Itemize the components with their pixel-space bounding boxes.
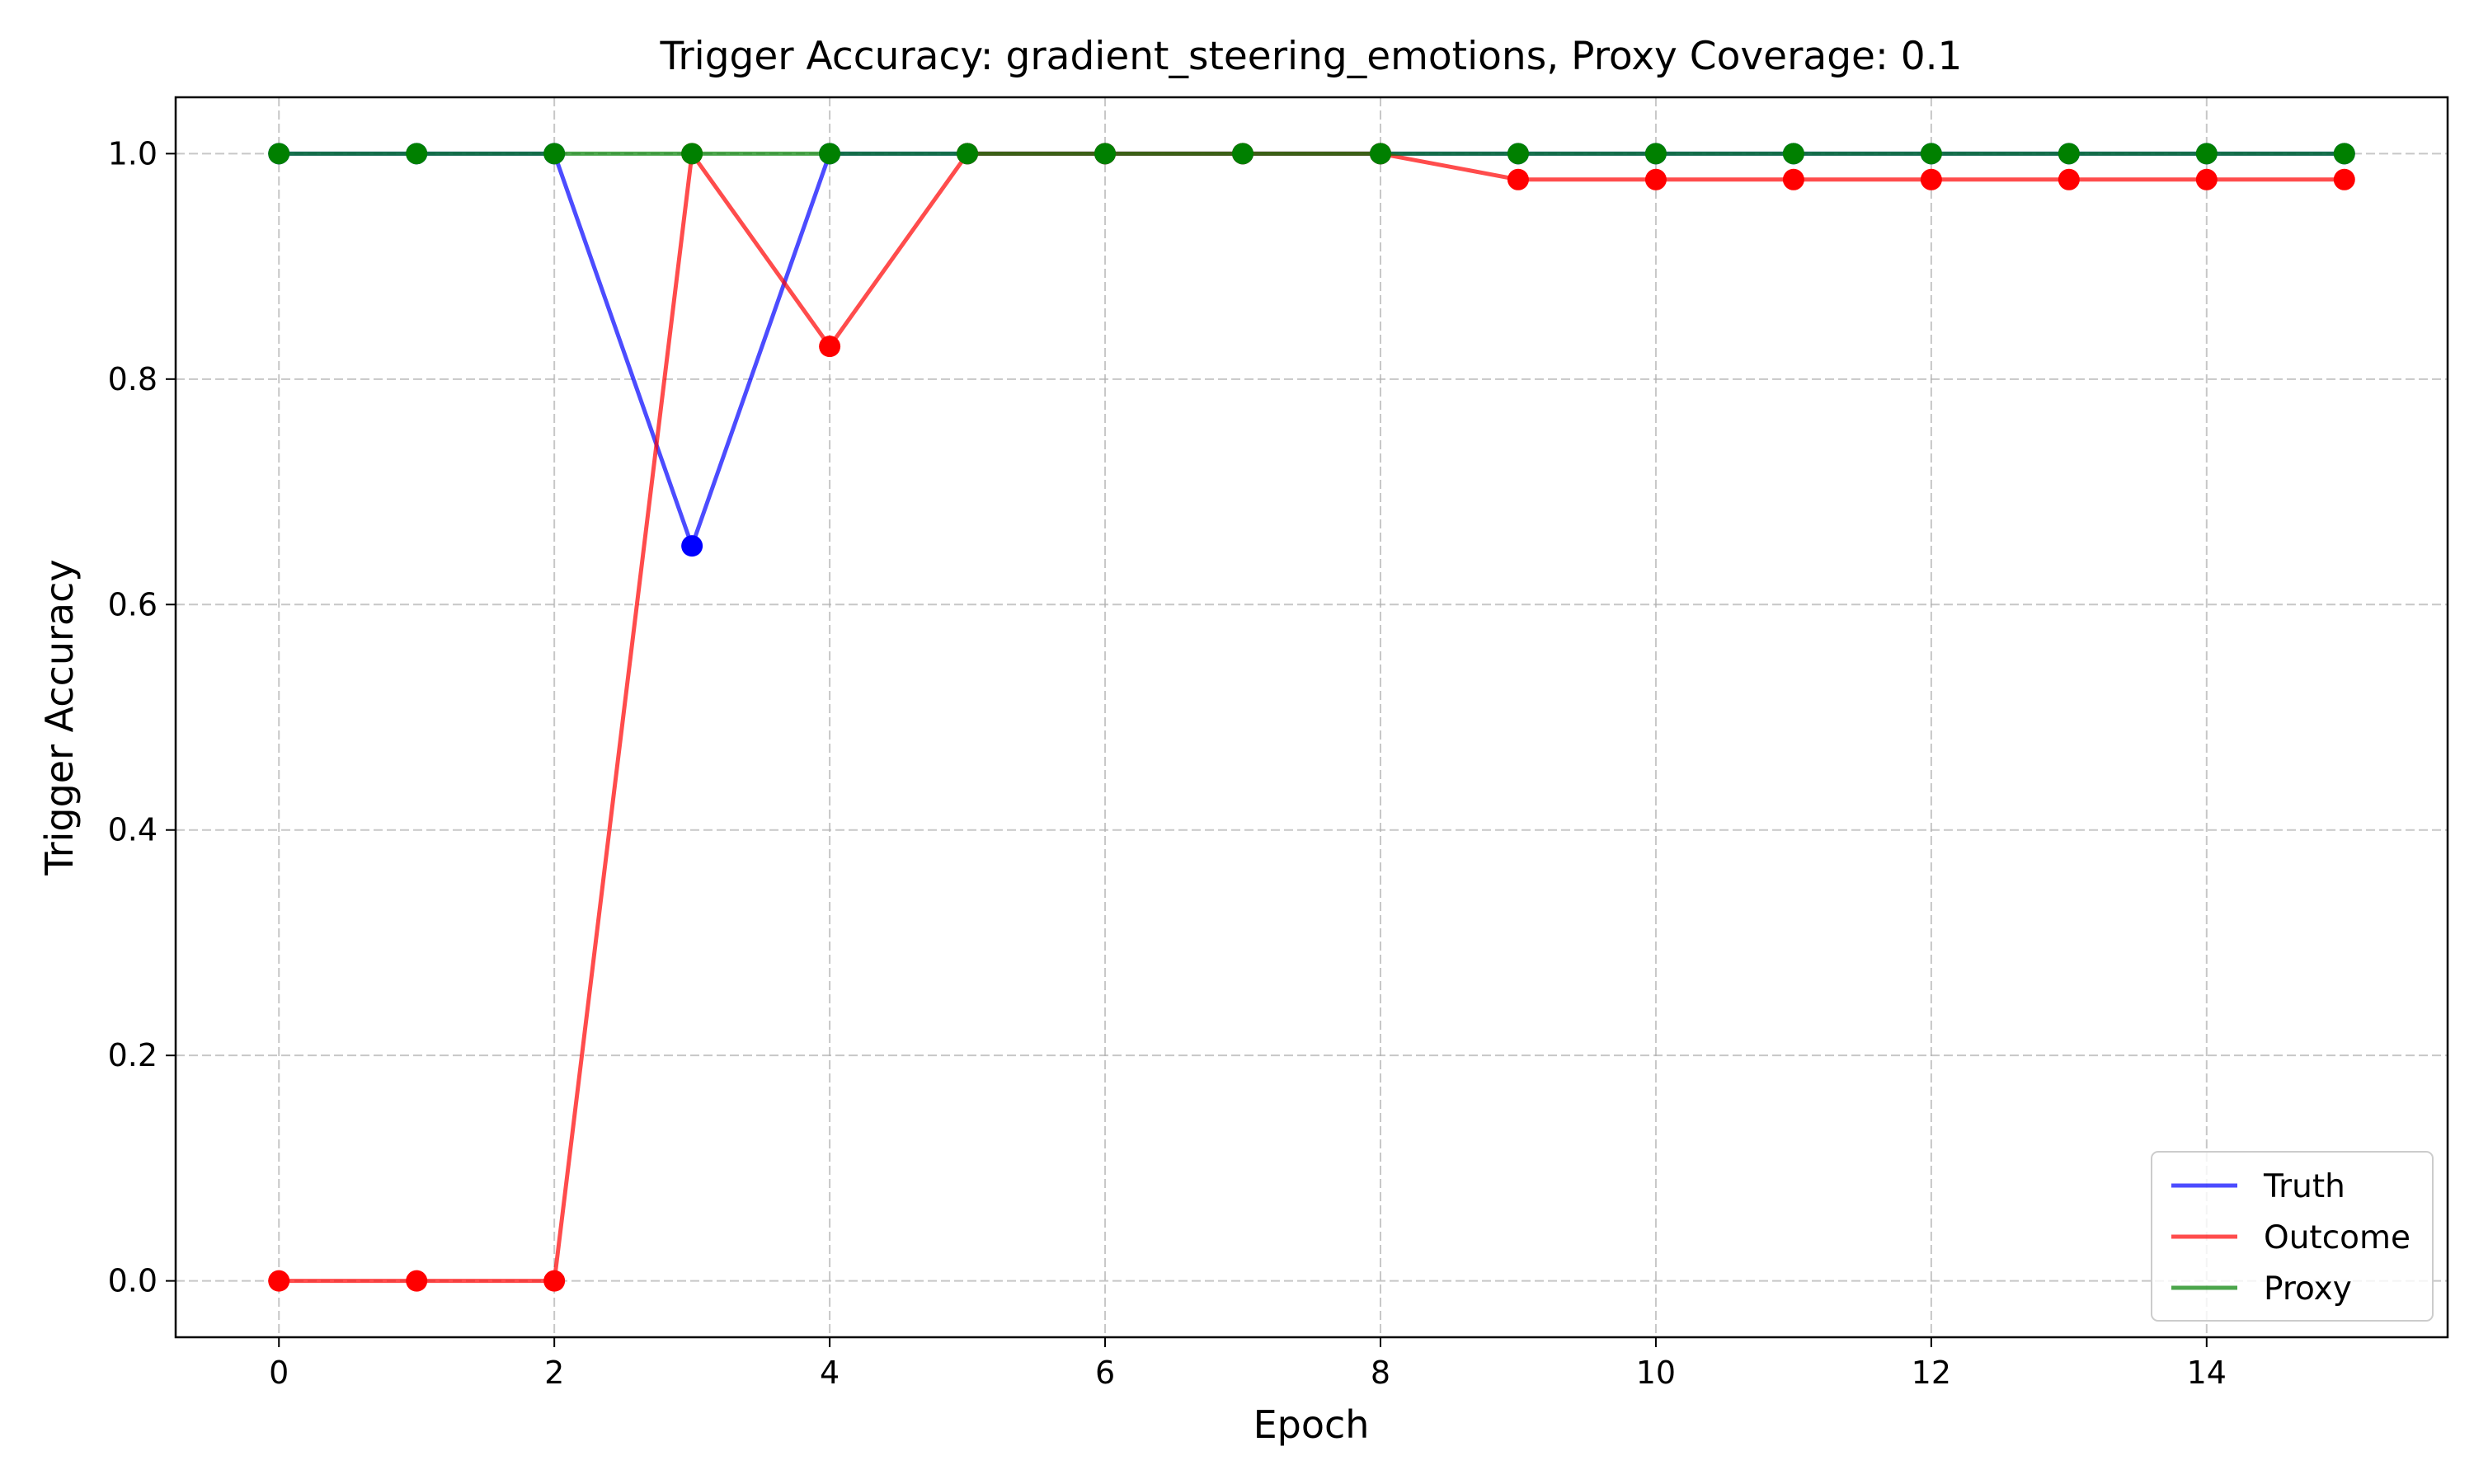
legend-label-outcome: Outcome xyxy=(2264,1219,2411,1256)
proxy-point xyxy=(268,143,290,165)
proxy-point xyxy=(1920,143,1942,165)
x-tick-label: 8 xyxy=(1371,1355,1390,1391)
legend-label-proxy: Proxy xyxy=(2264,1270,2352,1308)
y-tick-label: 0.8 xyxy=(108,361,158,397)
axis-ticks: 0 2 4 6 8 10 12 14 0.0 0.2 0.4 0.6 0.8 1.0 xyxy=(108,135,2227,1391)
legend: Truth Outcome Proxy xyxy=(2151,1151,2434,1322)
legend-label-truth: Truth xyxy=(2263,1168,2345,1205)
proxy-point xyxy=(957,143,979,165)
proxy-point xyxy=(2195,143,2218,165)
x-axis-label: Epoch xyxy=(1253,1402,1370,1447)
proxy-point xyxy=(1782,143,1804,165)
proxy-point xyxy=(1644,143,1667,165)
proxy-point xyxy=(406,143,428,165)
x-tick-label: 2 xyxy=(544,1355,564,1391)
series-layer xyxy=(268,143,2355,1292)
y-tick-label: 1.0 xyxy=(108,135,158,171)
y-tick-label: 0.2 xyxy=(108,1037,158,1073)
y-axis-label: Trigger Accuracy xyxy=(37,559,82,876)
chart-title: Trigger Accuracy: gradient_steering_emot… xyxy=(660,34,1963,79)
proxy-point xyxy=(2058,143,2080,165)
x-tick-label: 10 xyxy=(1636,1355,1676,1391)
proxy-point xyxy=(681,143,703,165)
outcome-point xyxy=(2195,168,2218,190)
outcome-point xyxy=(1507,168,1529,190)
plot-area-frame xyxy=(174,96,2449,1339)
y-tick-label: 0.0 xyxy=(108,1263,158,1299)
outcome-point xyxy=(2058,168,2080,190)
proxy-point xyxy=(1094,143,1117,165)
outcome-point xyxy=(268,1270,290,1292)
legend-box xyxy=(2151,1151,2434,1322)
proxy-point xyxy=(2333,143,2355,165)
y-tick-label: 0.6 xyxy=(108,586,158,622)
proxy-point xyxy=(1369,143,1391,165)
x-tick-label: 12 xyxy=(1912,1355,1951,1391)
proxy-point xyxy=(543,143,566,165)
outcome-point xyxy=(1644,168,1667,190)
outcome-point xyxy=(406,1270,428,1292)
outcome-point xyxy=(543,1270,566,1292)
outcome-point xyxy=(2333,168,2355,190)
x-tick-label: 4 xyxy=(820,1355,840,1391)
truth-point xyxy=(681,535,703,557)
proxy-point xyxy=(819,143,841,165)
y-tick-label: 0.4 xyxy=(108,812,158,848)
x-tick-label: 14 xyxy=(2187,1355,2227,1391)
outcome-point xyxy=(1782,168,1804,190)
series-proxy xyxy=(268,143,2355,165)
outcome-point xyxy=(1920,168,1942,190)
x-tick-label: 6 xyxy=(1095,1355,1115,1391)
proxy-point xyxy=(1507,143,1529,165)
outcome-point xyxy=(819,336,841,358)
proxy-point xyxy=(1232,143,1254,165)
x-tick-label: 0 xyxy=(269,1355,289,1391)
